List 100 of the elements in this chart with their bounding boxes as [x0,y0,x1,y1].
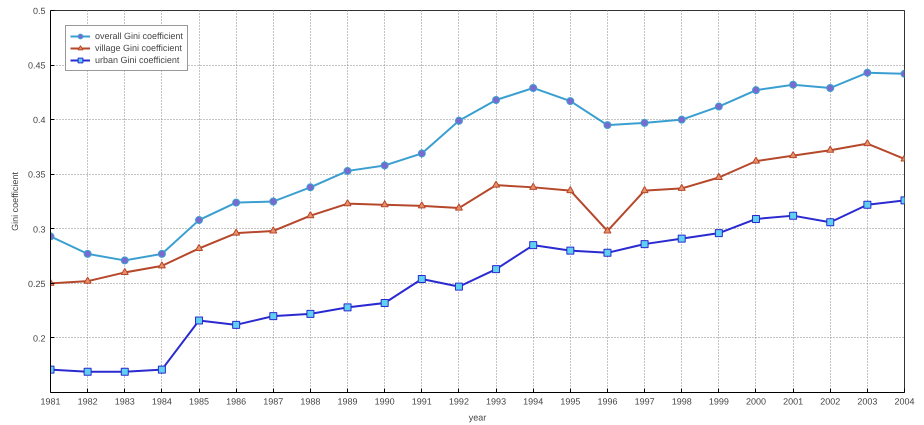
point [418,149,426,158]
point [195,316,204,324]
x-tick-label: 1981 [40,396,61,406]
x-tick-label: 1987 [263,396,284,406]
point [158,366,166,374]
point [232,198,240,207]
y-tick-label: 0.4 [32,115,46,126]
point [789,212,798,220]
x-tick-label: 1997 [634,396,655,406]
point [195,244,204,251]
point [418,274,426,283]
x-tick-label: 1994 [523,396,544,406]
point [678,116,686,124]
point [529,84,538,92]
point [84,276,92,284]
point [492,96,500,104]
y-tick-label: 0.2 [32,333,46,344]
point [826,146,834,153]
point [789,80,798,89]
x-tick-label: 2000 [746,396,766,406]
x-tick-label: 1984 [152,396,172,406]
point [380,299,389,308]
point [752,86,760,94]
y-axis-title: Gini coefficient [10,172,20,231]
point [752,156,760,164]
x-tick-label: 1999 [708,396,729,406]
point [120,268,129,275]
point [603,226,612,234]
point [454,282,463,291]
x-tick-label: 1995 [560,396,580,406]
point [603,248,612,257]
point [678,184,686,191]
x-tick-label: 1991 [412,396,432,406]
point [269,226,278,234]
point [158,261,166,268]
point [640,240,649,248]
y-tick-label: 0.3 [32,224,46,234]
x-tick-label: 2002 [820,396,840,406]
point [714,172,723,180]
y-tick-label: 0.35 [28,170,46,180]
point [863,68,872,77]
x-tick-label: 1996 [597,396,618,406]
point [84,250,92,258]
point [752,214,760,223]
x-tick-label: 1985 [189,396,210,406]
point [492,180,500,188]
point [826,84,834,92]
y-tick-label: 0.25 [28,278,46,289]
point [863,139,872,146]
point [120,256,129,264]
legend-label: village Gini coefficient [95,42,182,54]
point [84,368,92,376]
point [380,161,389,170]
point [454,116,463,125]
point [344,199,352,206]
point [492,265,500,274]
point [380,200,389,208]
point [566,97,574,106]
x-tick-label: 1989 [338,396,358,406]
point [603,121,612,130]
point [454,204,463,211]
point [863,200,872,209]
point [418,201,426,208]
x-tick-label: 1993 [486,396,506,406]
point [232,228,240,236]
x-tick-label: 1986 [226,396,246,406]
legend-label: urban Gini coefficient [95,54,180,66]
point [120,368,129,376]
point [826,218,834,226]
point [678,234,686,243]
point [714,229,723,238]
point [306,310,314,318]
x-tick-label: 1988 [300,396,320,406]
x-tick-label: 1982 [78,396,98,406]
point [640,118,649,127]
legend-label: overall Gini coefficient [95,30,183,42]
point [306,183,314,192]
y-tick-label: 0.5 [32,6,46,16]
point [195,216,204,224]
point [529,241,538,250]
point [269,312,278,320]
point [640,186,649,194]
x-tick-label: 1983 [114,396,135,406]
point [306,211,314,218]
point [714,102,723,111]
x-tick-label: 1998 [672,396,692,406]
point [566,246,574,255]
y-tick-label: 0.45 [28,60,46,71]
x-tick-label: 2004 [894,396,915,406]
point [789,151,798,158]
x-tick-label: 1992 [448,396,469,406]
point [232,320,240,329]
point [344,303,352,312]
x-tick-label: 2003 [857,396,878,406]
x-axis-title: year [468,412,486,422]
point [529,182,538,190]
x-tick-label: 1990 [374,396,395,406]
point [344,166,352,175]
point [158,250,166,258]
point [269,198,278,206]
